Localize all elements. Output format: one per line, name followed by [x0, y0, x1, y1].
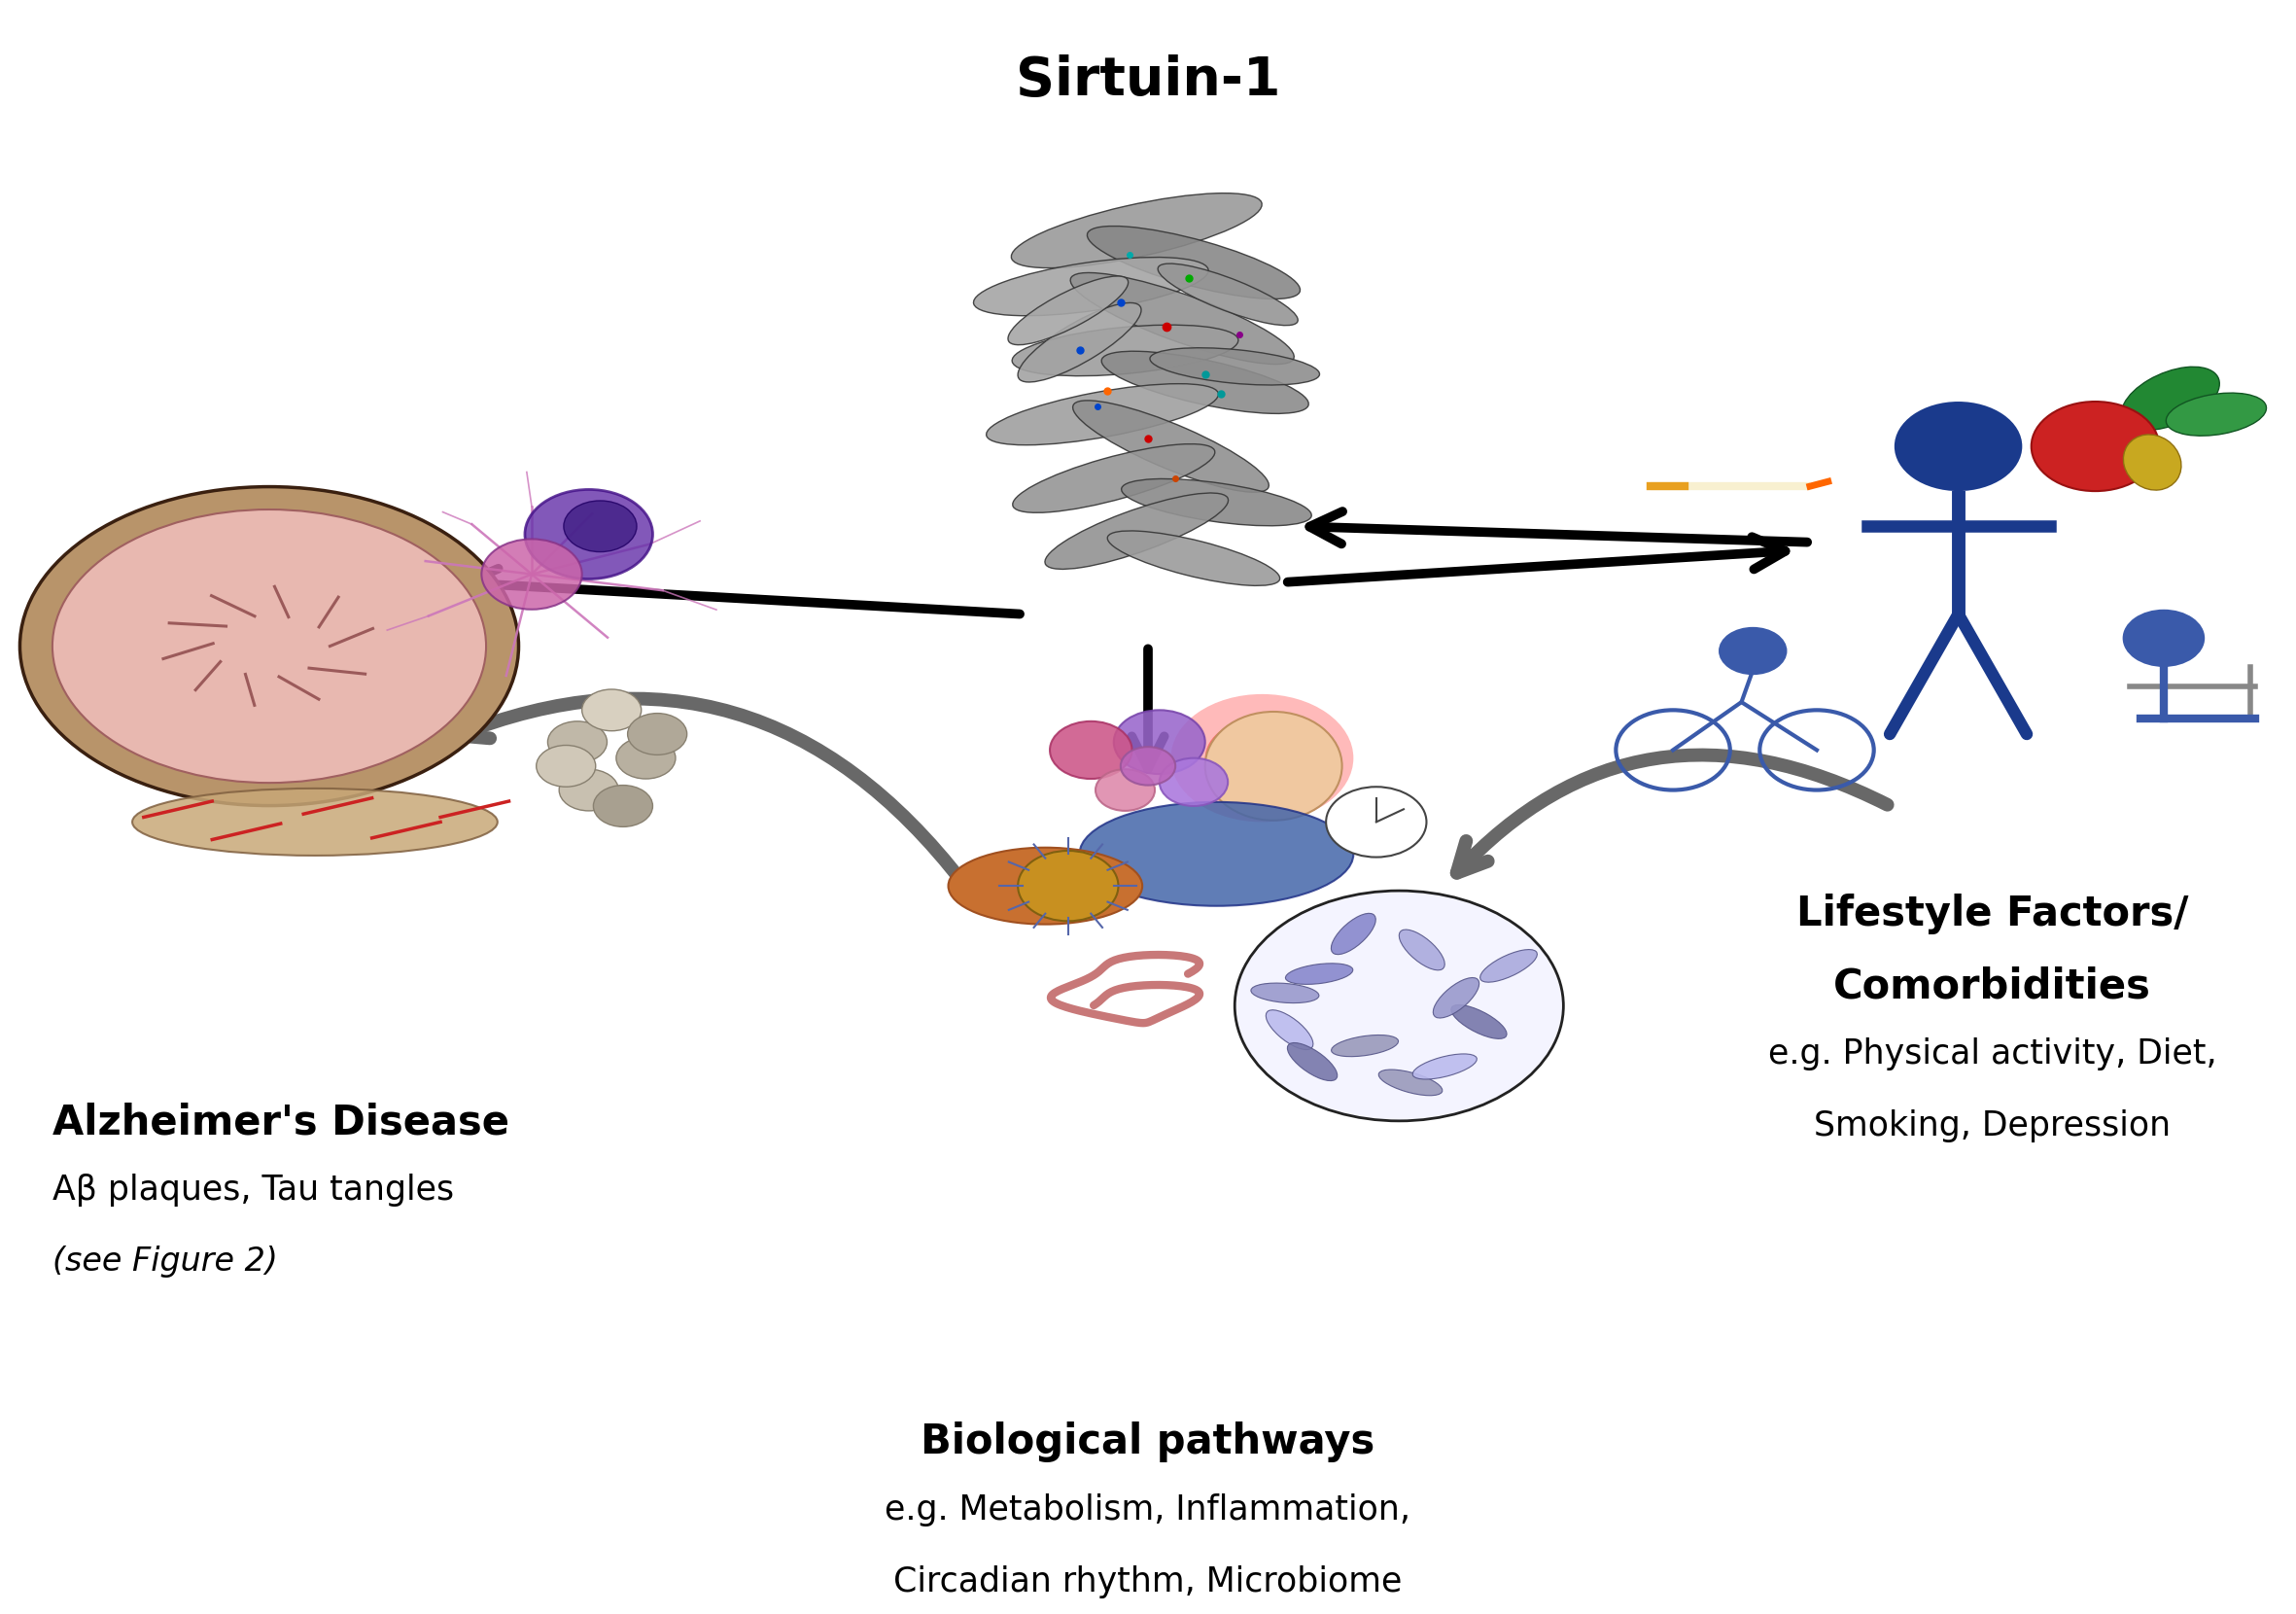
- Circle shape: [2032, 402, 2158, 491]
- Text: Lifestyle Factors/: Lifestyle Factors/: [1795, 894, 2188, 935]
- Circle shape: [2122, 610, 2204, 667]
- Text: e.g. Metabolism, Inflammation,: e.g. Metabolism, Inflammation,: [884, 1493, 1412, 1527]
- Ellipse shape: [1088, 226, 1300, 299]
- Ellipse shape: [2165, 392, 2266, 436]
- Ellipse shape: [1070, 273, 1295, 365]
- Ellipse shape: [1288, 1043, 1336, 1081]
- Circle shape: [1017, 851, 1118, 922]
- Circle shape: [560, 770, 618, 810]
- Circle shape: [1720, 626, 1786, 675]
- Circle shape: [592, 786, 652, 826]
- Ellipse shape: [1286, 964, 1352, 985]
- Circle shape: [1171, 694, 1352, 822]
- Ellipse shape: [1107, 531, 1279, 586]
- Ellipse shape: [1010, 194, 1263, 268]
- Circle shape: [627, 713, 687, 755]
- Ellipse shape: [1008, 276, 1127, 345]
- Circle shape: [1095, 770, 1155, 810]
- Circle shape: [1894, 402, 2023, 491]
- Circle shape: [1235, 891, 1564, 1120]
- Ellipse shape: [1102, 352, 1309, 413]
- Ellipse shape: [1013, 444, 1215, 513]
- Circle shape: [1120, 747, 1176, 786]
- Ellipse shape: [1433, 978, 1479, 1018]
- Ellipse shape: [1205, 712, 1343, 820]
- Circle shape: [1327, 786, 1426, 857]
- Circle shape: [482, 539, 581, 610]
- Circle shape: [581, 689, 641, 731]
- Ellipse shape: [1017, 303, 1141, 383]
- Text: (see Figure 2): (see Figure 2): [53, 1246, 278, 1278]
- Ellipse shape: [1398, 930, 1444, 970]
- Ellipse shape: [1378, 1070, 1442, 1096]
- Text: Circadian rhythm, Microbiome: Circadian rhythm, Microbiome: [893, 1566, 1403, 1598]
- Ellipse shape: [1045, 492, 1228, 570]
- Ellipse shape: [1332, 914, 1375, 954]
- Circle shape: [1159, 759, 1228, 805]
- Ellipse shape: [1265, 1010, 1313, 1049]
- Ellipse shape: [1072, 400, 1270, 492]
- Ellipse shape: [1481, 949, 1538, 983]
- Text: Aβ plaques, Tau tangles: Aβ plaques, Tau tangles: [53, 1173, 455, 1207]
- Circle shape: [615, 738, 675, 780]
- Ellipse shape: [2122, 366, 2220, 429]
- Circle shape: [537, 746, 595, 786]
- Text: Sirtuin-1: Sirtuin-1: [1015, 55, 1281, 107]
- Ellipse shape: [2124, 434, 2181, 491]
- Ellipse shape: [133, 788, 498, 855]
- Circle shape: [565, 500, 636, 552]
- Ellipse shape: [1412, 1054, 1476, 1080]
- Ellipse shape: [1150, 349, 1320, 386]
- Circle shape: [549, 721, 606, 763]
- Circle shape: [1049, 721, 1132, 780]
- Ellipse shape: [987, 384, 1219, 445]
- Ellipse shape: [1251, 983, 1318, 1002]
- Ellipse shape: [53, 510, 487, 783]
- Text: Biological pathways: Biological pathways: [921, 1422, 1375, 1462]
- Circle shape: [1205, 718, 1320, 797]
- Ellipse shape: [948, 847, 1143, 925]
- Text: Alzheimer's Disease: Alzheimer's Disease: [53, 1102, 510, 1143]
- Ellipse shape: [1332, 1035, 1398, 1057]
- Ellipse shape: [1079, 802, 1352, 905]
- Ellipse shape: [1451, 1006, 1506, 1039]
- Ellipse shape: [1013, 324, 1238, 376]
- Circle shape: [526, 489, 652, 579]
- Text: Comorbidities: Comorbidities: [1835, 965, 2151, 1007]
- Ellipse shape: [1120, 479, 1311, 526]
- Ellipse shape: [21, 487, 519, 805]
- Ellipse shape: [974, 257, 1208, 316]
- Ellipse shape: [1157, 263, 1297, 326]
- Circle shape: [1114, 710, 1205, 775]
- Text: Smoking, Depression: Smoking, Depression: [1814, 1110, 2172, 1143]
- Text: e.g. Physical activity, Diet,: e.g. Physical activity, Diet,: [1768, 1038, 2218, 1070]
